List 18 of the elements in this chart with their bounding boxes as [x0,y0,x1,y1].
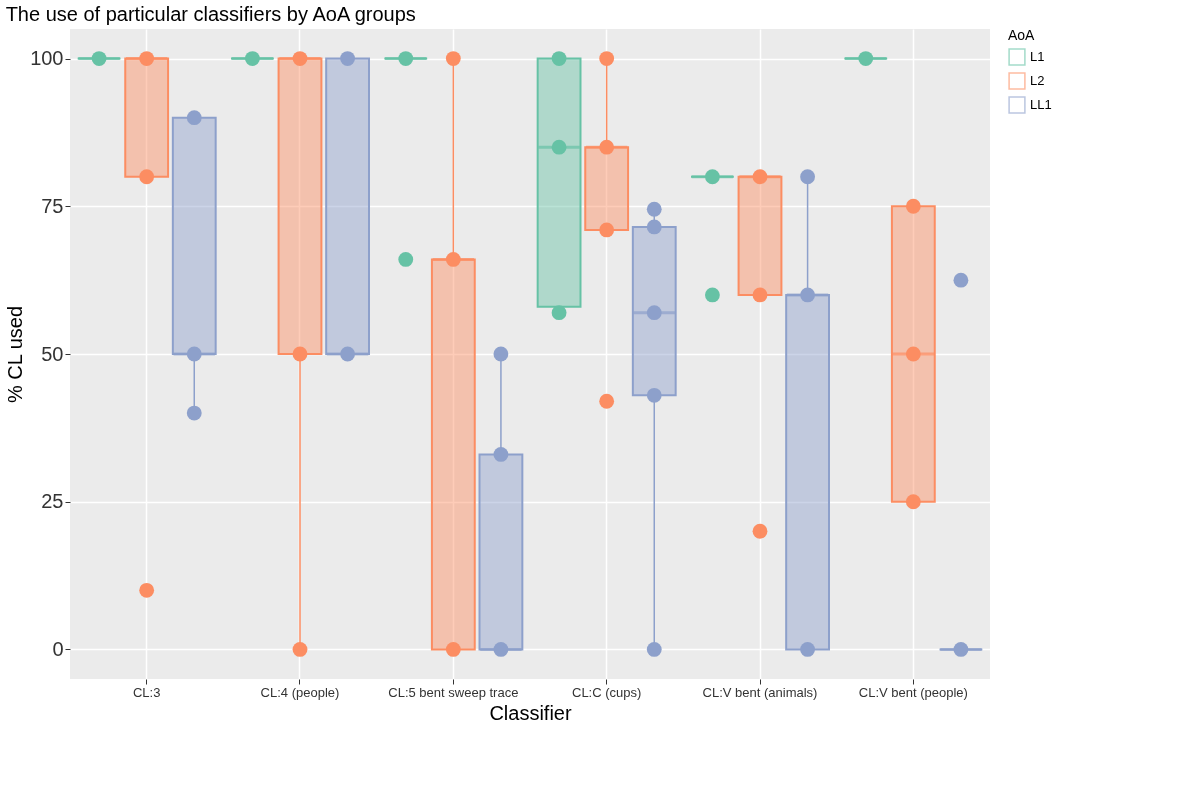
x-tick-label: CL:C (cups) [571,684,642,700]
y-tick-label: 0 [52,637,64,660]
y-tick-label: 75 [41,194,64,217]
y-tick-label: 100 [30,47,64,70]
y-tick-label: 50 [41,342,64,365]
legend-label: L1 [1030,49,1045,64]
chart-title: The use of particular classifiers by AoA groups [5,3,416,25]
x-tick-label: CL:3 [132,684,161,700]
y-tick-label: 25 [41,490,64,513]
x-tick-label: CL:V bent (people) [858,684,968,700]
x-axis-title: Classifier [489,701,572,724]
x-tick-label: CL:4 (people) [260,684,340,700]
legend-label: LL1 [1030,97,1052,112]
legend-title: AoA [1008,27,1036,43]
x-tick-label: CL:V bent (animals) [702,684,818,700]
x-tick-label: CL:5 bent sweep trace [388,684,519,700]
legend-label: L2 [1030,73,1045,88]
y-axis-title: % CL used [4,305,27,404]
